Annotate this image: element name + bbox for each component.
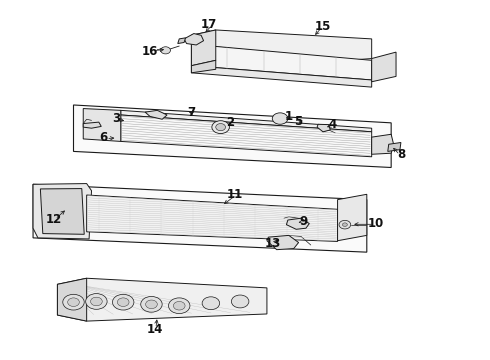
Circle shape — [231, 295, 249, 308]
Circle shape — [216, 123, 225, 131]
Polygon shape — [184, 33, 203, 45]
Polygon shape — [192, 44, 372, 80]
Polygon shape — [317, 124, 330, 132]
Circle shape — [272, 113, 288, 124]
Text: 16: 16 — [142, 45, 158, 58]
Polygon shape — [145, 111, 167, 119]
Circle shape — [113, 294, 134, 310]
Polygon shape — [372, 134, 393, 154]
Text: 13: 13 — [265, 237, 281, 250]
Text: 4: 4 — [329, 118, 337, 131]
Polygon shape — [87, 195, 338, 242]
Text: 10: 10 — [368, 217, 384, 230]
Circle shape — [86, 294, 107, 309]
Circle shape — [343, 223, 347, 226]
Circle shape — [146, 300, 157, 309]
Text: 3: 3 — [112, 112, 120, 125]
Circle shape — [91, 297, 102, 306]
Polygon shape — [289, 54, 313, 68]
Circle shape — [169, 298, 190, 314]
Polygon shape — [121, 111, 372, 132]
Circle shape — [339, 220, 351, 229]
Text: 1: 1 — [285, 110, 293, 123]
Polygon shape — [57, 278, 267, 321]
Text: 17: 17 — [200, 18, 217, 31]
Circle shape — [117, 298, 129, 306]
Circle shape — [161, 47, 171, 54]
Text: 8: 8 — [397, 148, 405, 161]
Polygon shape — [287, 218, 309, 229]
Polygon shape — [255, 53, 279, 67]
Polygon shape — [178, 38, 186, 44]
Circle shape — [141, 296, 162, 312]
Polygon shape — [83, 109, 121, 141]
Circle shape — [68, 298, 79, 306]
Polygon shape — [372, 52, 396, 82]
Circle shape — [202, 297, 220, 310]
Text: 14: 14 — [147, 323, 163, 336]
Text: 2: 2 — [226, 116, 234, 129]
Circle shape — [173, 301, 185, 310]
Polygon shape — [40, 189, 84, 234]
Text: 12: 12 — [46, 213, 62, 226]
Circle shape — [63, 294, 84, 310]
Text: 7: 7 — [187, 106, 196, 120]
Polygon shape — [267, 235, 298, 249]
Polygon shape — [33, 184, 92, 239]
Polygon shape — [338, 194, 367, 241]
Polygon shape — [74, 105, 391, 167]
Polygon shape — [192, 60, 216, 73]
Polygon shape — [192, 30, 216, 66]
Polygon shape — [388, 143, 401, 152]
Text: 15: 15 — [315, 20, 331, 33]
Text: 9: 9 — [299, 215, 308, 228]
Polygon shape — [83, 122, 101, 128]
Text: 5: 5 — [294, 114, 303, 127]
Text: 6: 6 — [99, 131, 108, 144]
Polygon shape — [121, 115, 372, 157]
Polygon shape — [323, 54, 347, 68]
Polygon shape — [57, 278, 87, 321]
Polygon shape — [33, 184, 367, 252]
Text: 11: 11 — [227, 188, 244, 201]
Polygon shape — [192, 30, 372, 60]
Polygon shape — [192, 66, 372, 87]
Circle shape — [212, 121, 229, 134]
